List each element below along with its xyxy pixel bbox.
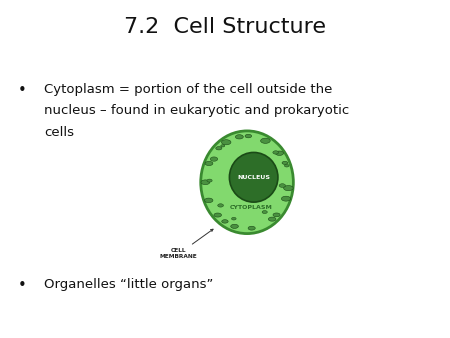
- Ellipse shape: [281, 196, 291, 201]
- Ellipse shape: [216, 147, 222, 150]
- Ellipse shape: [218, 204, 224, 207]
- Ellipse shape: [207, 179, 212, 182]
- Ellipse shape: [205, 161, 213, 166]
- Text: Organelles “little organs”: Organelles “little organs”: [44, 278, 214, 291]
- Ellipse shape: [262, 211, 267, 214]
- Text: cells: cells: [44, 126, 74, 139]
- Ellipse shape: [284, 186, 293, 191]
- Text: CYTOPLASM: CYTOPLASM: [230, 204, 273, 210]
- Ellipse shape: [273, 151, 279, 154]
- Ellipse shape: [279, 184, 285, 187]
- Ellipse shape: [273, 213, 280, 217]
- Ellipse shape: [201, 131, 293, 234]
- Ellipse shape: [214, 213, 221, 217]
- Ellipse shape: [221, 145, 225, 147]
- Ellipse shape: [231, 224, 238, 228]
- Ellipse shape: [232, 217, 236, 220]
- Ellipse shape: [284, 164, 289, 167]
- Ellipse shape: [261, 138, 270, 143]
- Ellipse shape: [221, 140, 231, 145]
- Ellipse shape: [222, 220, 228, 223]
- Ellipse shape: [245, 134, 252, 138]
- Ellipse shape: [235, 135, 243, 139]
- Text: Cytoplasm = portion of the cell outside the: Cytoplasm = portion of the cell outside …: [44, 83, 333, 96]
- Ellipse shape: [248, 226, 255, 230]
- Ellipse shape: [204, 198, 213, 202]
- Ellipse shape: [210, 157, 218, 161]
- Text: CELL
MEMBRANE: CELL MEMBRANE: [160, 229, 213, 259]
- Text: •: •: [18, 83, 27, 98]
- Ellipse shape: [282, 161, 288, 164]
- Ellipse shape: [230, 152, 278, 202]
- Ellipse shape: [275, 151, 284, 155]
- Text: 7.2  Cell Structure: 7.2 Cell Structure: [124, 17, 326, 37]
- Ellipse shape: [268, 217, 276, 221]
- Text: nucleus – found in eukaryotic and prokaryotic: nucleus – found in eukaryotic and prokar…: [44, 104, 350, 117]
- Ellipse shape: [201, 180, 210, 185]
- Text: NUCLEUS: NUCLEUS: [237, 175, 270, 180]
- Text: •: •: [18, 278, 27, 293]
